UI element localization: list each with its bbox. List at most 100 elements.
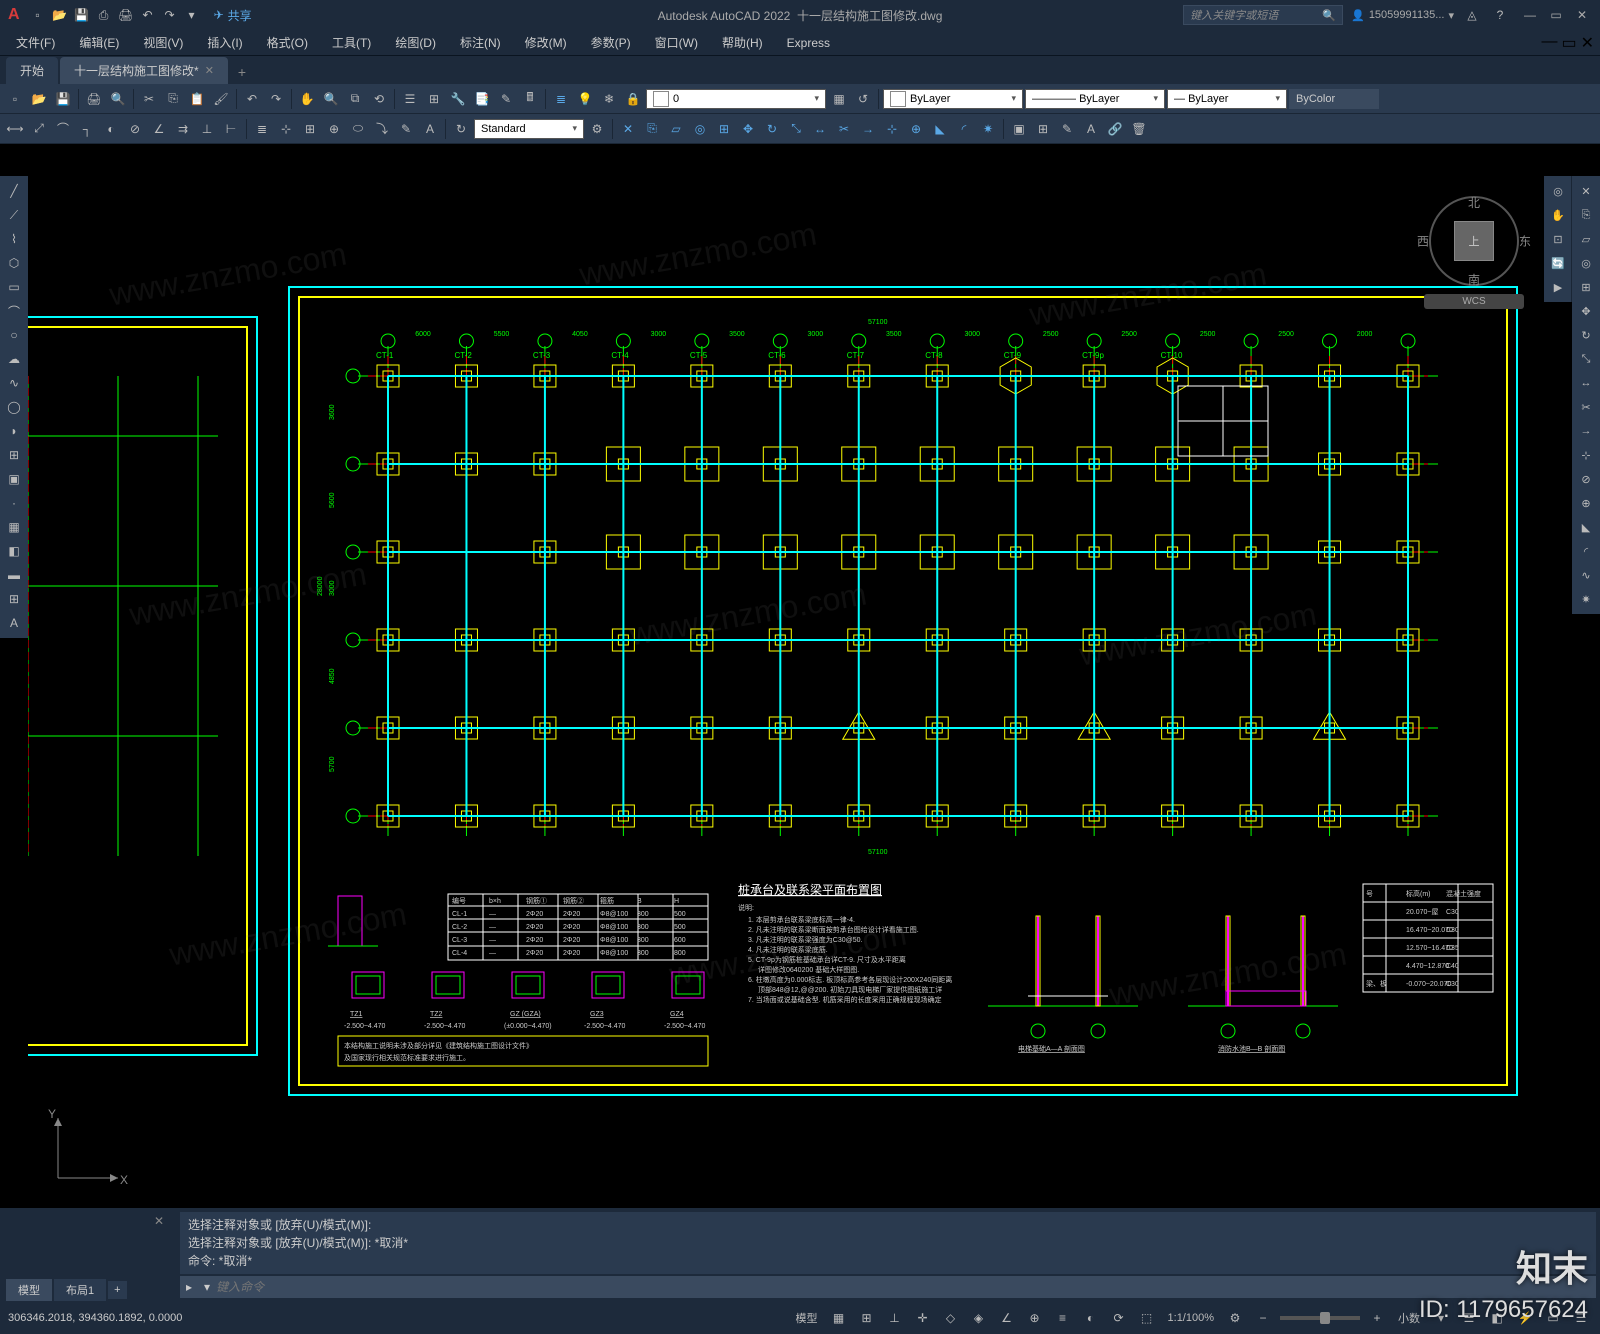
dim-arc-icon[interactable]: ⌒	[52, 118, 74, 140]
tb-calc-icon[interactable]: 🖩	[519, 88, 541, 110]
drawing-area[interactable]: www.znzmo.com www.znzmo.com www.znzmo.co…	[28, 176, 1544, 1208]
tb-paste-icon[interactable]: 📋	[186, 88, 208, 110]
ellipse-tool[interactable]: ◯	[2, 396, 26, 418]
menu-view[interactable]: 视图(V)	[133, 31, 193, 54]
xline-tool[interactable]: ⟋	[2, 204, 26, 226]
sb-gear-icon[interactable]: ⚙	[1224, 1307, 1246, 1329]
menu-insert[interactable]: 插入(I)	[197, 31, 252, 54]
mod-rotate-icon[interactable]: ↻	[761, 118, 783, 140]
redo-icon[interactable]: ↷	[160, 5, 180, 25]
tb-lock-icon[interactable]: 🔒	[622, 88, 644, 110]
restore-button[interactable]: ▭	[1544, 5, 1568, 25]
doc-max-icon[interactable]: ▭	[1561, 33, 1576, 53]
showmotion-icon[interactable]: ▶	[1546, 276, 1570, 298]
scale-tool[interactable]: ⤡	[1574, 348, 1598, 370]
block-attr-icon[interactable]: A	[1080, 118, 1102, 140]
sb-cycle-icon[interactable]: ⟳	[1108, 1307, 1130, 1329]
menu-dim[interactable]: 标注(N)	[450, 31, 511, 54]
table-tool[interactable]: ⊞	[2, 588, 26, 610]
mirror-tool[interactable]: ▱	[1574, 228, 1598, 250]
spline-tool[interactable]: ∿	[2, 372, 26, 394]
mod-break-icon[interactable]: ⊹	[881, 118, 903, 140]
user-menu[interactable]: 👤 15059991135... ▾	[1351, 9, 1454, 22]
tb-open-icon[interactable]: 📂	[28, 88, 50, 110]
tb-layer-icon[interactable]: ≣	[550, 88, 572, 110]
dim-quick-icon[interactable]: ⇉	[172, 118, 194, 140]
tab-close-icon[interactable]: ✕	[205, 64, 214, 77]
block-make-icon[interactable]: ▣	[1008, 118, 1030, 140]
plotcolor-dropdown[interactable]: ByColor	[1289, 89, 1379, 109]
purge-icon[interactable]: 🗑	[1128, 118, 1150, 140]
dim-tol-icon[interactable]: ⊞	[299, 118, 321, 140]
tab-new-button[interactable]: +	[230, 60, 254, 84]
orbit-icon[interactable]: 🔄	[1546, 252, 1570, 274]
dim-space-icon[interactable]: ≣	[251, 118, 273, 140]
block-tool[interactable]: ▣	[2, 468, 26, 490]
circle-tool[interactable]: ○	[2, 324, 26, 346]
dim-update-icon[interactable]: ↻	[450, 118, 472, 140]
menu-window[interactable]: 窗口(W)	[645, 31, 708, 54]
tb-zoom-icon[interactable]: 🔍	[320, 88, 342, 110]
mod-copy-icon[interactable]: ⎘	[641, 118, 663, 140]
menu-format[interactable]: 格式(O)	[257, 31, 318, 54]
sb-dyn-icon[interactable]: ⊕	[1024, 1307, 1046, 1329]
erase-tool[interactable]: ✕	[1574, 180, 1598, 202]
dim-radius-icon[interactable]: ◐	[100, 118, 122, 140]
tb-redo-icon[interactable]: ↷	[265, 88, 287, 110]
tb-cut-icon[interactable]: ✂	[138, 88, 160, 110]
rotate-tool[interactable]: ↻	[1574, 324, 1598, 346]
array-tool[interactable]: ⊞	[1574, 276, 1598, 298]
hatch-tool[interactable]: ▦	[2, 516, 26, 538]
sb-snap-icon[interactable]: ⊞	[856, 1307, 878, 1329]
tab-document[interactable]: 十一层结构施工图修改* ✕	[60, 57, 228, 84]
layout-tab-model[interactable]: 模型	[6, 1279, 52, 1301]
viewcube[interactable]: 上 北 南 西 东 WCS	[1424, 196, 1524, 316]
dim-cont-icon[interactable]: ⊢	[220, 118, 242, 140]
open-icon[interactable]: 📂	[50, 5, 70, 25]
search-input[interactable]: 键入关键字或短语 🔍	[1183, 5, 1343, 25]
point-tool[interactable]: ·	[2, 492, 26, 514]
mod-join-icon[interactable]: ⊕	[905, 118, 927, 140]
saveas-icon[interactable]: ⎙	[94, 5, 114, 25]
wheel-icon[interactable]: ◎	[1546, 180, 1570, 202]
menu-draw[interactable]: 绘图(D)	[385, 31, 446, 54]
dim-linear-icon[interactable]: ⟷	[4, 118, 26, 140]
dim-jog-icon[interactable]: ⤵	[371, 118, 393, 140]
status-scale[interactable]: 1:1/100%	[1164, 1312, 1218, 1324]
cmdline-close-icon[interactable]: ✕	[154, 1214, 164, 1228]
plot-icon[interactable]: 🖨	[116, 5, 136, 25]
sb-polar-icon[interactable]: ✛	[912, 1307, 934, 1329]
sb-otrack-icon[interactable]: ∠	[996, 1307, 1018, 1329]
gradient-tool[interactable]: ◧	[2, 540, 26, 562]
mod-move-icon[interactable]: ✥	[737, 118, 759, 140]
autodesk-app-icon[interactable]: ◬	[1462, 5, 1482, 25]
tb-undo-icon[interactable]: ↶	[241, 88, 263, 110]
zoomext-icon[interactable]: ⊡	[1546, 228, 1570, 250]
linetype-dropdown[interactable]: ———— ByLayer ▾	[1025, 89, 1165, 109]
dim-tedit-icon[interactable]: A	[419, 118, 441, 140]
mod-mirror-icon[interactable]: ▱	[665, 118, 687, 140]
sb-zoom-out-icon[interactable]: −	[1252, 1307, 1274, 1329]
xref-icon[interactable]: 🔗	[1104, 118, 1126, 140]
command-input[interactable]	[216, 1280, 1596, 1294]
tb-freeze-icon[interactable]: ❄	[598, 88, 620, 110]
mtext-tool[interactable]: A	[2, 612, 26, 634]
doc-min-icon[interactable]: —	[1541, 33, 1557, 53]
explode-tool[interactable]: ✷	[1574, 588, 1598, 610]
tb-pan-icon[interactable]: ✋	[296, 88, 318, 110]
insert-tool[interactable]: ⊞	[2, 444, 26, 466]
tb-bulb-icon[interactable]: 💡	[574, 88, 596, 110]
new-icon[interactable]: ▫	[28, 5, 48, 25]
breakpt-tool[interactable]: ⊹	[1574, 444, 1598, 466]
mod-extend-icon[interactable]: →	[857, 118, 879, 140]
dim-inspect-icon[interactable]: ⬭	[347, 118, 369, 140]
undo-icon[interactable]: ↶	[138, 5, 158, 25]
lineweight-dropdown[interactable]: — ByLayer ▾	[1167, 89, 1287, 109]
trim-tool[interactable]: ✂	[1574, 396, 1598, 418]
wcs-label[interactable]: WCS	[1424, 294, 1524, 309]
qat-dropdown-icon[interactable]: ▾	[182, 5, 202, 25]
extend-tool[interactable]: →	[1574, 420, 1598, 442]
region-tool[interactable]: ▬	[2, 564, 26, 586]
color-dropdown[interactable]: ByLayer ▾	[883, 89, 1023, 109]
dim-style-icon[interactable]: ⚙	[586, 118, 608, 140]
